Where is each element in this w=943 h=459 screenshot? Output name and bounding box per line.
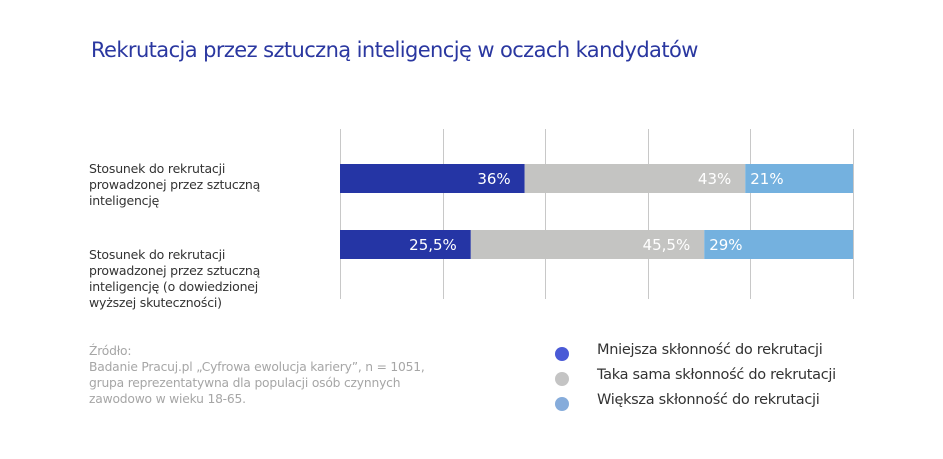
bar-segment xyxy=(524,164,746,193)
source-line: Badanie Pracuj.pl „Cyfrowa ewolucja kari… xyxy=(89,360,425,374)
bar-value-label: 43% xyxy=(698,170,731,188)
bars xyxy=(340,164,853,259)
chart-title: Rekrutacja przez sztuczną inteligencję w… xyxy=(91,38,698,62)
category-label-line: Stosunek do rekrutacji xyxy=(89,247,226,262)
legend-label: Taka sama skłonność do rekrutacji xyxy=(597,367,836,383)
gridlines xyxy=(340,129,854,299)
bar-labels: 36% 43% 21% 25,5% 45,5% 29% xyxy=(409,170,783,254)
bar-segment xyxy=(340,164,525,193)
source-line: Źródło: xyxy=(89,344,132,358)
bar-value-label: 29% xyxy=(709,236,742,254)
category-label-line: wyższej skuteczności) xyxy=(89,295,222,310)
category-label-line: Stosunek do rekrutacji xyxy=(89,161,226,176)
source-note: Źródło: Badanie Pracuj.pl „Cyfrowa ewolu… xyxy=(89,343,425,407)
bar-value-label: 45,5% xyxy=(643,236,691,254)
legend-label: Mniejsza skłonność do rekrutacji xyxy=(597,342,823,358)
category-label-2: Stosunek do rekrutacji prowadzonej przez… xyxy=(89,247,329,311)
bar-segment xyxy=(704,230,853,259)
category-label-line: inteligencję (o dowiedzionej xyxy=(89,279,259,294)
legend-dot-icon xyxy=(555,372,569,386)
source-line: zawodowo w wieku 18-65. xyxy=(89,392,246,406)
category-label-line: prowadzonej przez sztuczną xyxy=(89,177,261,192)
legend-dot-icon xyxy=(555,397,569,411)
bar-segment xyxy=(745,164,853,193)
category-label-line: prowadzonej przez sztuczną xyxy=(89,263,261,278)
legend-label: Większa skłonność do rekrutacji xyxy=(597,392,820,408)
bar-value-label: 25,5% xyxy=(409,236,457,254)
category-label-line: inteligencję xyxy=(89,193,160,208)
bar-segment xyxy=(340,230,471,259)
bar-value-label: 36% xyxy=(477,170,510,188)
category-label-1: Stosunek do rekrutacji prowadzonej przez… xyxy=(89,161,329,209)
source-line: grupa reprezentatywna dla populacji osób… xyxy=(89,376,401,390)
legend-dot-icon xyxy=(555,347,569,361)
bar-segment xyxy=(470,230,705,259)
bar-value-label: 21% xyxy=(750,170,783,188)
